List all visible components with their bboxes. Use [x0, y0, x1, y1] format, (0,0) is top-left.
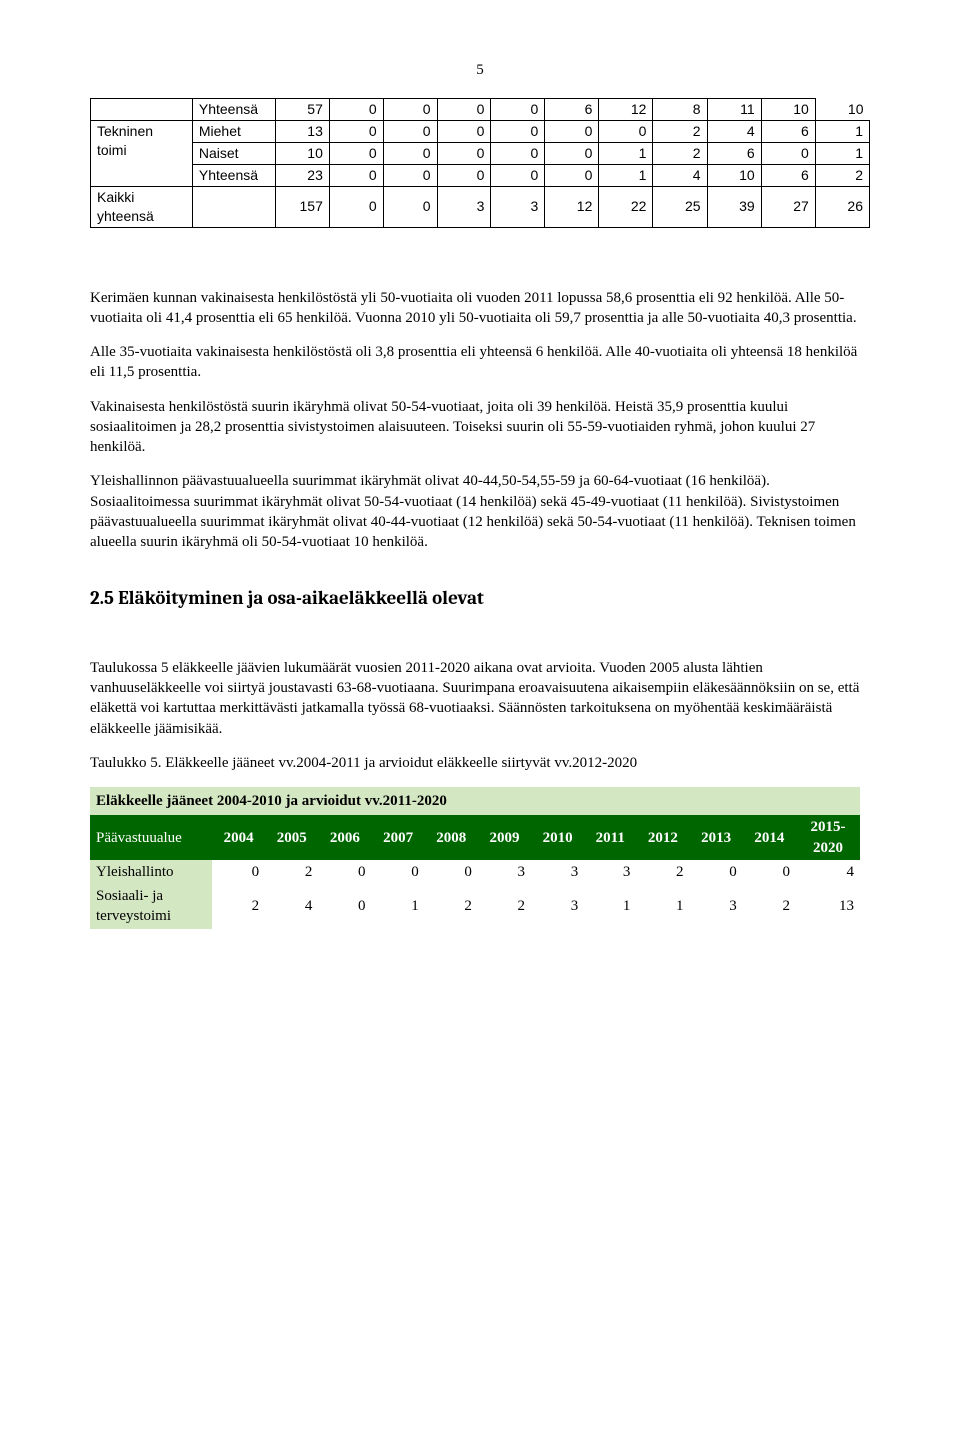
body-paragraph: Kerimäen kunnan vakinaisesta henkilöstös…: [90, 288, 870, 329]
row-label: Yleishallinto: [90, 860, 212, 884]
table-header-row: Päävastuualue 2004 2005 2006 2007 2008 2…: [90, 815, 860, 860]
table-row: Yleishallinto 0 2 0 0 0 3 3 3 2 0 0 4: [90, 860, 860, 884]
body-paragraph: Alle 35-vuotiaita vakinaisesta henkilöst…: [90, 342, 870, 383]
age-group-table: Yhteensä 57 0 0 0 0 6 12 8 11 10 10 Tekn…: [90, 98, 870, 227]
body-paragraph: Yleishallinnon päävastuualueella suurimm…: [90, 471, 870, 552]
row-label: Sosiaali- ja terveystoimi: [90, 884, 212, 929]
table-row: Tekninen toimi Miehet 13 0 0 0 0 0 0 2 4…: [91, 121, 870, 143]
header-label: Päävastuualue: [90, 815, 212, 860]
rowlabel-cell: Yhteensä: [192, 99, 275, 121]
page-number: 5: [90, 60, 870, 80]
body-paragraph: Taulukossa 5 eläkkeelle jäävien lukumäär…: [90, 658, 870, 739]
table-row: Kaikki yhteensä 157 0 0 3 3 12 22 25 39 …: [91, 186, 870, 227]
group-cell: [91, 99, 193, 121]
group-cell: Kaikki yhteensä: [91, 186, 193, 227]
table-title-row: Eläkkeelle jääneet 2004-2010 ja arvioidu…: [90, 787, 860, 815]
table-row: Yhteensä 57 0 0 0 0 6 12 8 11 10 10: [91, 99, 870, 121]
table-row: Naiset 10 0 0 0 0 0 1 2 6 0 1: [91, 143, 870, 165]
table-title: Eläkkeelle jääneet 2004-2010 ja arvioidu…: [90, 787, 860, 815]
body-paragraph: Vakinaisesta henkilöstöstä suurin ikäryh…: [90, 397, 870, 458]
group-cell: Tekninen toimi: [91, 121, 193, 187]
retirement-table: Eläkkeelle jääneet 2004-2010 ja arvioidu…: [90, 787, 860, 929]
section-heading: 2.5 Eläköityminen ja osa-aikaeläkkeellä …: [90, 586, 870, 612]
table-row: Yhteensä 23 0 0 0 0 0 1 4 10 6 2: [91, 164, 870, 186]
trailer-cell: 10: [815, 99, 869, 121]
body-paragraph: Taulukko 5. Eläkkeelle jääneet vv.2004-2…: [90, 753, 870, 773]
table-row: Sosiaali- ja terveystoimi 2 4 0 1 2 2 3 …: [90, 884, 860, 929]
